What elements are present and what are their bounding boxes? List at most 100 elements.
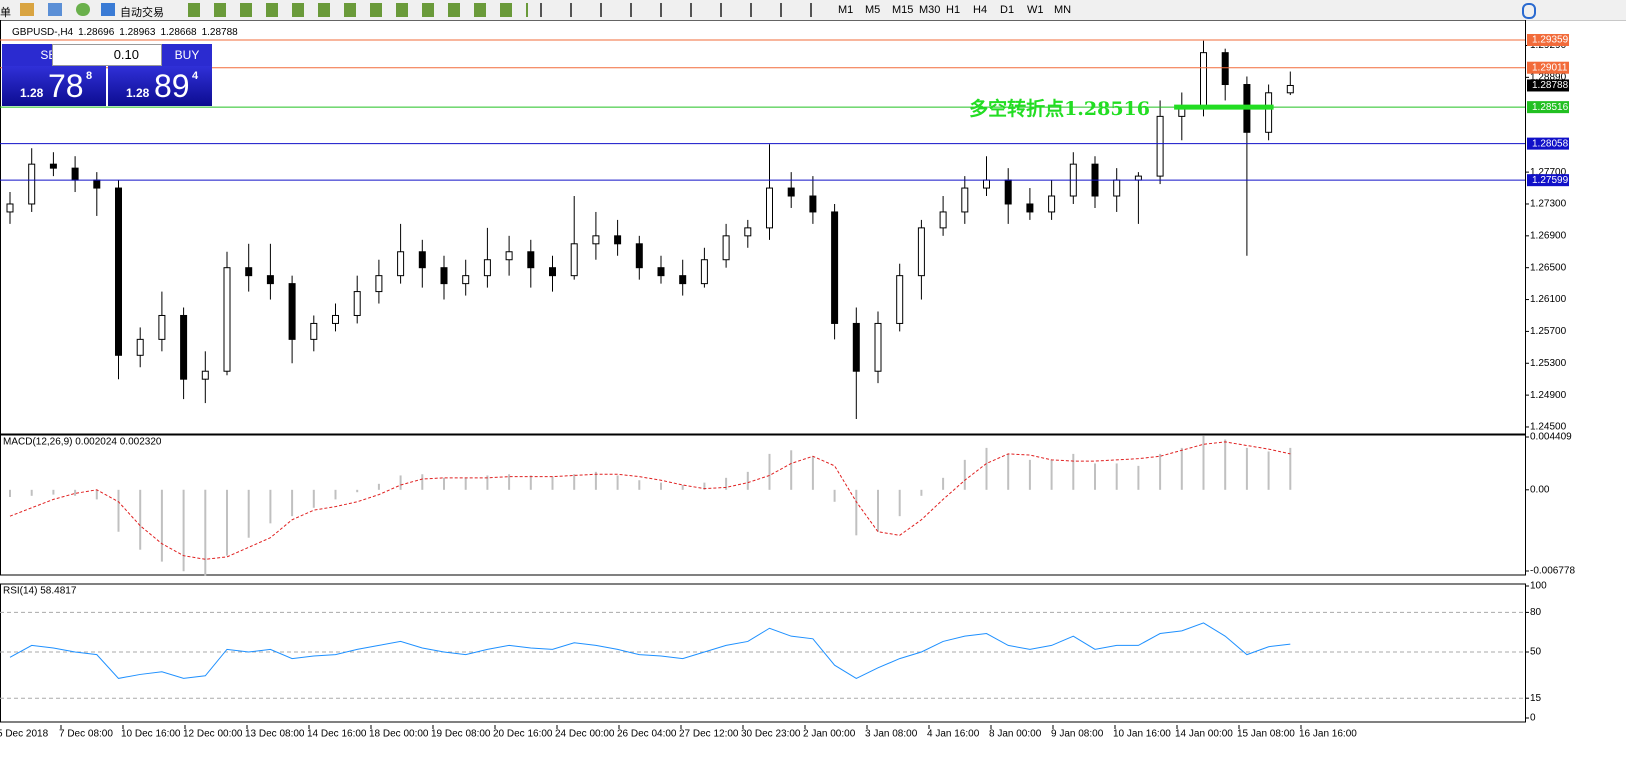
candle-body bbox=[440, 267, 448, 285]
candle-body bbox=[6, 203, 14, 213]
timeframe[interactable]: M1 bbox=[838, 4, 854, 16]
candle-body bbox=[787, 187, 795, 197]
y-tick-label: 0.004409 bbox=[1530, 432, 1572, 443]
candle-body bbox=[1265, 92, 1273, 133]
icon[interactable] bbox=[20, 3, 34, 16]
y-tick-label: 1.27300 bbox=[1530, 199, 1567, 210]
candle-body bbox=[852, 322, 860, 372]
candle-body bbox=[1113, 179, 1121, 197]
candle-body bbox=[874, 322, 882, 372]
timeframe[interactable]: W1 bbox=[1027, 4, 1044, 16]
candle-body bbox=[49, 163, 57, 169]
candle-body bbox=[744, 227, 752, 237]
panel-border bbox=[0, 583, 1526, 723]
x-tick-label: 20 Dec 16:00 bbox=[493, 729, 553, 740]
candle-body bbox=[939, 211, 947, 229]
annotation: 多空转折点1.28516 bbox=[969, 97, 1150, 120]
candle-body bbox=[310, 322, 318, 340]
candle-body bbox=[679, 275, 687, 285]
price-label-box bbox=[1527, 137, 1569, 150]
x-tick-label: 27 Dec 12:00 bbox=[679, 729, 739, 740]
candle-body bbox=[223, 267, 231, 372]
y-tick-label: 1.28890 bbox=[1530, 72, 1567, 83]
candle-body bbox=[71, 167, 79, 181]
y-tick-label: 50 bbox=[1530, 647, 1542, 658]
price-label: 1.29011 bbox=[1532, 62, 1568, 73]
candle-body bbox=[180, 314, 188, 380]
search[interactable] bbox=[1522, 3, 1536, 19]
x-tick-label: 14 Jan 00:00 bbox=[1175, 729, 1233, 740]
draw-tools[interactable] bbox=[540, 3, 825, 17]
x-tick-label: 12 Dec 00:00 bbox=[183, 729, 243, 740]
candle-body bbox=[397, 251, 405, 277]
rsi-line bbox=[9, 622, 1291, 679]
icon[interactable] bbox=[76, 3, 90, 16]
candle-body bbox=[93, 179, 101, 189]
ask-price[interactable]: 1.28 89 4 bbox=[108, 66, 212, 106]
timeframe[interactable]: D1 bbox=[1000, 4, 1015, 16]
y-tick-label: 0 bbox=[1530, 713, 1536, 724]
candle-body bbox=[201, 370, 209, 380]
candle-body bbox=[635, 243, 643, 269]
candle-body bbox=[700, 259, 708, 285]
lot-input[interactable]: 0.10 bbox=[52, 44, 162, 66]
header-ohlc: 1.28668 bbox=[160, 27, 197, 38]
candle-body bbox=[657, 267, 665, 277]
x-tick-label: 10 Dec 16:00 bbox=[121, 729, 181, 740]
menu[interactable]: 单 bbox=[0, 7, 11, 19]
y-tick-label: 100 bbox=[1530, 581, 1547, 592]
chart-tools[interactable] bbox=[188, 3, 528, 17]
y-tick-label: 15 bbox=[1530, 693, 1542, 704]
price-label-box bbox=[1527, 61, 1569, 74]
timeframe[interactable]: H1 bbox=[946, 4, 961, 16]
timeframe[interactable]: M15 bbox=[892, 4, 914, 16]
toolbar: 单 自动交易 M1 M5 M15 M30 H1 H4 D1 W1 MN bbox=[0, 0, 1626, 21]
x-tick-label: 18 Dec 00:00 bbox=[369, 729, 429, 740]
x-tick-label: 13 Dec 08:00 bbox=[245, 729, 305, 740]
candle-body bbox=[766, 187, 773, 229]
x-tick-label: 30 Dec 23:00 bbox=[741, 729, 801, 740]
auto-trading[interactable]: 自动交易 bbox=[120, 7, 164, 19]
x-tick-label: 2 Jan 00:00 bbox=[803, 729, 856, 740]
price-label: 1.28058 bbox=[1532, 138, 1569, 149]
price-label: 1.28516 bbox=[1532, 102, 1569, 113]
candle-body bbox=[28, 163, 36, 205]
x-tick-label: 14 Dec 16:00 bbox=[307, 729, 367, 740]
bid-price[interactable]: 1.28 78 8 bbox=[2, 66, 106, 106]
y-tick-label: 0.00 bbox=[1530, 484, 1550, 495]
timeframe[interactable]: M30 bbox=[919, 4, 941, 16]
x-tick-label: 9 Jan 08:00 bbox=[1051, 729, 1104, 740]
candle-body bbox=[418, 251, 426, 269]
signal-line bbox=[9, 441, 1291, 560]
x-tick-label: 24 Dec 00:00 bbox=[555, 729, 615, 740]
y-tick-label: 1.26500 bbox=[1530, 262, 1567, 273]
icon[interactable] bbox=[48, 3, 62, 16]
buy-button[interactable]: BUY bbox=[162, 44, 212, 66]
candle-body bbox=[722, 235, 730, 261]
timeframe[interactable]: M5 bbox=[865, 4, 881, 16]
panel-border bbox=[0, 20, 1526, 435]
candle-body bbox=[483, 259, 491, 277]
indicator-title: MACD(12,26,9) 0.002024 0.002320 bbox=[3, 437, 162, 448]
candle-body bbox=[462, 275, 470, 285]
chart-header: GBPUSD-,H4 1.28696 1.28963 1.28668 1.28788 bbox=[12, 27, 238, 38]
candle-body bbox=[136, 338, 144, 356]
candle-body bbox=[527, 251, 535, 269]
candle-body bbox=[332, 314, 339, 324]
icon[interactable] bbox=[101, 3, 115, 16]
candle-body bbox=[570, 243, 578, 277]
x-tick-label: 4 Jan 16:00 bbox=[927, 729, 980, 740]
timeframe[interactable]: H4 bbox=[973, 4, 988, 16]
candle-body bbox=[1200, 52, 1207, 109]
price-label: 1.29359 bbox=[1532, 35, 1569, 46]
header-ohlc: 1.28788 bbox=[202, 27, 239, 38]
candle-body bbox=[961, 187, 969, 213]
candle-body bbox=[831, 211, 839, 324]
timeframe[interactable]: MN bbox=[1054, 4, 1072, 16]
candle-body bbox=[1221, 52, 1229, 86]
candle-body bbox=[375, 275, 383, 293]
candle-body bbox=[1286, 84, 1294, 94]
x-tick-label: 15 Jan 08:00 bbox=[1237, 729, 1295, 740]
x-tick-label: 7 Dec 08:00 bbox=[59, 729, 113, 740]
